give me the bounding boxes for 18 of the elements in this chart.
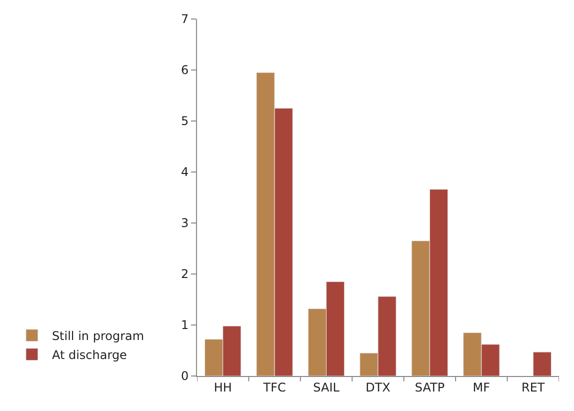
x-tick-label: SATP xyxy=(414,380,445,394)
y-tick-label: 5 xyxy=(180,114,189,128)
x-tick-label: RET xyxy=(522,380,546,394)
bar xyxy=(532,352,552,376)
y-tick-label: 0 xyxy=(180,369,189,384)
x-tick-label: SAIL xyxy=(313,380,340,394)
y-tick-label: 6 xyxy=(180,63,189,78)
y-tick-label: 1 xyxy=(180,318,189,332)
y-tick-label: 7 xyxy=(180,12,189,26)
x-tick-label: HH xyxy=(214,380,232,394)
y-tick-label: 2 xyxy=(180,267,189,282)
y-tick-label: 4 xyxy=(180,165,189,180)
y-tick-label: 3 xyxy=(180,216,189,230)
x-tick-label: TFC xyxy=(262,380,286,394)
x-tick-label: DTX xyxy=(366,380,390,394)
legend-label: At discharge xyxy=(52,348,127,362)
legend-label: Still in program xyxy=(52,329,144,344)
x-tick-label: MF xyxy=(472,380,490,394)
